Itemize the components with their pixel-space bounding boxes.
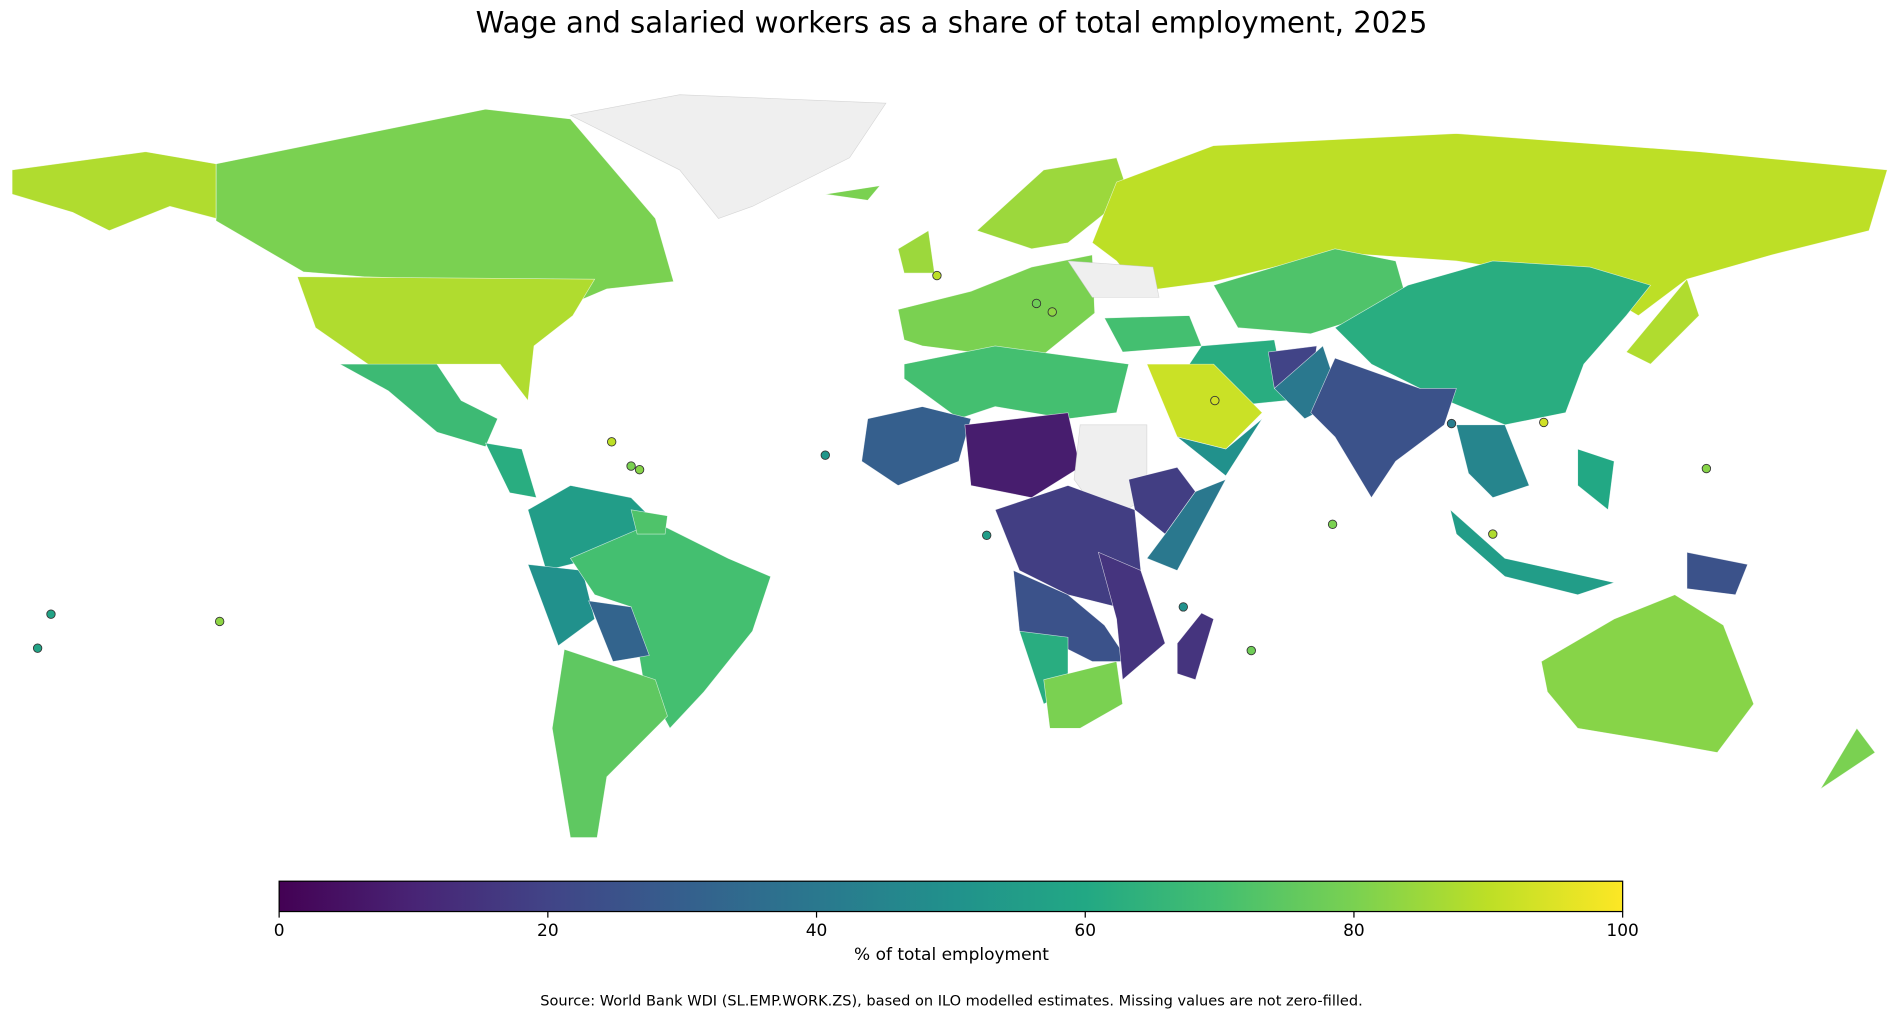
island-marker <box>1210 395 1220 406</box>
island-marker <box>32 643 43 653</box>
region <box>903 345 1130 420</box>
island-marker <box>214 616 225 627</box>
region <box>825 185 881 201</box>
island-marker <box>1446 418 1457 429</box>
island-marker <box>1539 417 1549 428</box>
region <box>630 509 668 535</box>
colorbar-tick-label: 60 <box>1074 921 1096 941</box>
region <box>964 412 1081 498</box>
region <box>897 230 935 274</box>
colorbar-ticks: 0 20 40 60 80 100 <box>274 911 1639 941</box>
region <box>339 363 498 448</box>
region <box>1449 508 1616 596</box>
region <box>1577 448 1615 511</box>
colorbar <box>278 880 1624 913</box>
region <box>1103 315 1202 353</box>
region <box>1820 727 1876 790</box>
chart-title: Wage and salaried workers as a share of … <box>476 5 1428 39</box>
region <box>1146 478 1227 571</box>
source-note: Source: World Bank WDI (SL.EMP.WORK.ZS),… <box>540 992 1362 1009</box>
region <box>588 600 650 662</box>
region <box>1097 551 1166 681</box>
island-marker <box>1488 529 1498 539</box>
missing-region <box>1067 260 1160 298</box>
island-marker <box>1178 602 1188 612</box>
region <box>1540 594 1755 753</box>
region <box>1043 661 1123 729</box>
region <box>1176 612 1215 681</box>
colorbar-tick-label: 40 <box>806 921 828 941</box>
region <box>1686 551 1749 596</box>
region <box>1310 357 1457 499</box>
colorbar-tick-label: 20 <box>537 921 559 941</box>
island-marker <box>1701 463 1712 474</box>
region <box>1146 363 1263 450</box>
island-marker <box>634 465 645 475</box>
region <box>11 151 217 231</box>
colorbar-tick-label: 80 <box>1343 921 1365 941</box>
region <box>484 442 537 499</box>
colorbar-tick-label: 0 <box>274 921 285 941</box>
region <box>897 254 1096 365</box>
island-marker <box>626 461 636 471</box>
island-marker <box>607 437 617 447</box>
island-marker <box>1047 307 1057 317</box>
region <box>1455 424 1530 498</box>
island-marker <box>1327 519 1338 530</box>
region <box>527 564 596 647</box>
colorbar-label: % of total employment <box>854 945 1049 965</box>
island-marker <box>932 270 942 281</box>
missing-region <box>569 94 887 219</box>
region <box>1625 278 1700 365</box>
island-marker <box>1246 645 1256 656</box>
map <box>11 94 1888 838</box>
island-marker <box>46 609 56 619</box>
island-marker <box>982 530 992 540</box>
region <box>861 406 972 486</box>
colorbar-tick-label: 100 <box>1606 921 1638 941</box>
region <box>1177 418 1263 477</box>
region <box>296 276 596 402</box>
region <box>569 521 772 729</box>
region <box>551 648 668 838</box>
island-marker <box>1031 298 1042 309</box>
island-marker <box>820 450 830 460</box>
islands <box>32 270 1712 656</box>
